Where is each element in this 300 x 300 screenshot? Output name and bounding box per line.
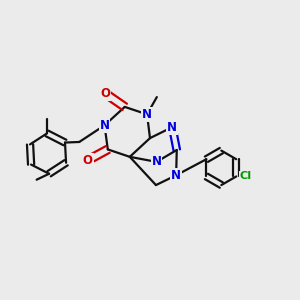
Text: N: N — [152, 155, 161, 168]
Text: N: N — [171, 169, 181, 182]
Text: N: N — [142, 108, 152, 121]
Text: N: N — [167, 121, 177, 134]
Text: Cl: Cl — [240, 172, 252, 182]
Text: O: O — [100, 87, 110, 100]
Text: O: O — [82, 154, 93, 167]
Text: N: N — [100, 119, 110, 132]
